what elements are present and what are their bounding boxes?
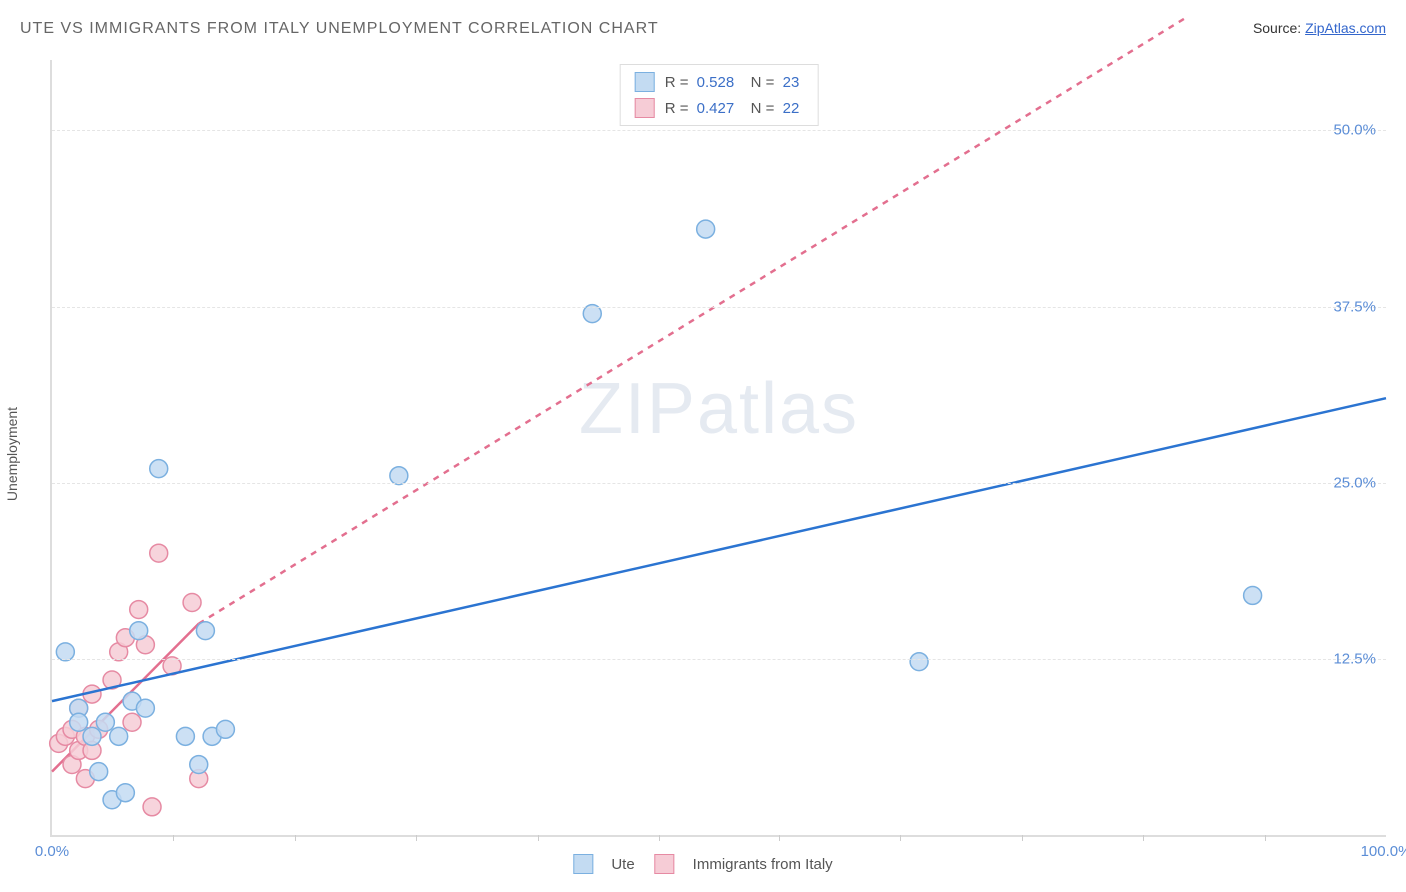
legend-label: Immigrants from Italy [693, 856, 833, 873]
chart-area: ZIPatlas R = 0.528 N = 23R = 0.427 N = 2… [50, 60, 1386, 837]
y-tick-label: 37.5% [1333, 298, 1376, 315]
y-axis-label: Unemployment [4, 407, 20, 501]
source-attribution: Source: ZipAtlas.com [1253, 20, 1386, 36]
data-point [910, 653, 928, 671]
y-tick-label: 25.0% [1333, 474, 1376, 491]
data-point [110, 727, 128, 745]
data-point [83, 727, 101, 745]
legend-swatch [655, 854, 675, 874]
data-point [150, 544, 168, 562]
x-tick-mark [1143, 835, 1144, 841]
page-title: UTE VS IMMIGRANTS FROM ITALY UNEMPLOYMEN… [20, 20, 659, 38]
x-tick-mark [1022, 835, 1023, 841]
x-tick-mark [295, 835, 296, 841]
trend-line [52, 398, 1386, 701]
data-point [130, 601, 148, 619]
data-point [216, 720, 234, 738]
legend-swatch [635, 98, 655, 118]
y-tick-label: 50.0% [1333, 122, 1376, 139]
legend-label: Ute [611, 856, 634, 873]
data-point [90, 763, 108, 781]
x-tick-mark [659, 835, 660, 841]
legend-item: Ute [573, 854, 634, 874]
data-point [1244, 586, 1262, 604]
data-point [176, 727, 194, 745]
data-point [190, 756, 208, 774]
data-point [70, 713, 88, 731]
x-tick-label: 0.0% [35, 843, 69, 860]
x-tick-mark [173, 835, 174, 841]
data-point [116, 784, 134, 802]
data-point [150, 460, 168, 478]
correlation-legend: R = 0.528 N = 23 R = 0.427 N = 22 [620, 64, 819, 126]
data-point [697, 220, 715, 238]
gridline [52, 307, 1386, 308]
data-point [96, 713, 114, 731]
x-tick-mark [779, 835, 780, 841]
legend-swatch [635, 72, 655, 92]
x-tick-mark [416, 835, 417, 841]
legend-row: R = 0.427 N = 22 [621, 95, 818, 121]
x-tick-mark [1265, 835, 1266, 841]
x-tick-mark [900, 835, 901, 841]
legend-row: R = 0.528 N = 23 [621, 69, 818, 95]
gridline [52, 659, 1386, 660]
legend-text: R = 0.427 N = 22 [665, 100, 804, 117]
gridline [52, 130, 1386, 131]
data-point [143, 798, 161, 816]
legend-text: R = 0.528 N = 23 [665, 74, 804, 91]
data-point [183, 594, 201, 612]
x-tick-mark [538, 835, 539, 841]
y-tick-label: 12.5% [1333, 650, 1376, 667]
source-link[interactable]: ZipAtlas.com [1305, 20, 1386, 36]
data-point [130, 622, 148, 640]
gridline [52, 483, 1386, 484]
data-point [196, 622, 214, 640]
data-point [136, 699, 154, 717]
chart-svg [52, 60, 1386, 835]
legend-swatch [573, 854, 593, 874]
x-tick-label: 100.0% [1361, 843, 1406, 860]
legend-item: Immigrants from Italy [655, 854, 833, 874]
data-point [123, 713, 141, 731]
source-label: Source: [1253, 20, 1305, 36]
series-legend: Ute Immigrants from Italy [573, 854, 832, 874]
